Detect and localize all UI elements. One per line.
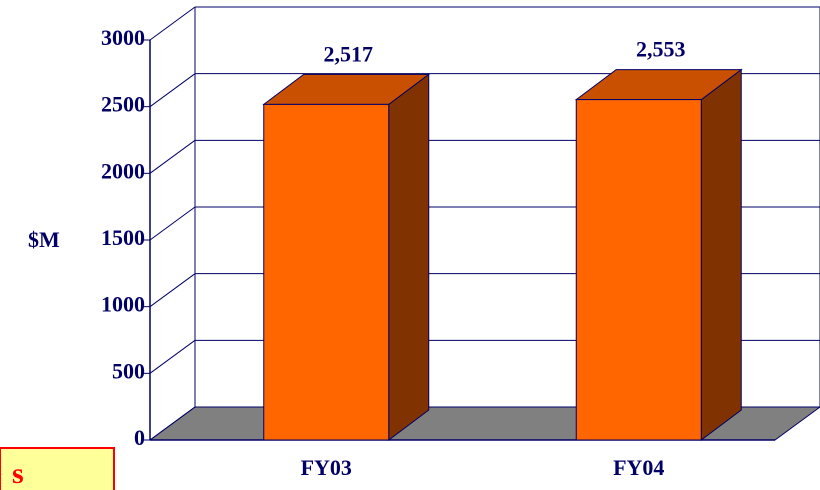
value-label: 2,517 (324, 41, 374, 66)
grid-line-side (149, 73, 196, 108)
grid-line-side (149, 273, 196, 308)
y-tick-label: 500 (112, 358, 145, 383)
y-tick-label: 3000 (101, 25, 145, 50)
y-tick-label: 1000 (101, 292, 145, 317)
x-tick-label: FY03 (301, 455, 352, 480)
grid-line-side (149, 406, 196, 441)
grid-line-side (149, 206, 196, 241)
callout-text: s (12, 457, 24, 490)
value-label: 2,553 (636, 37, 686, 62)
grid-line-side (149, 339, 196, 374)
y-tick-label: 0 (134, 425, 145, 450)
bar (263, 103, 390, 441)
y-tick-label: 2500 (101, 92, 145, 117)
grid-line-side (149, 6, 196, 41)
x-tick-label: FY04 (613, 455, 664, 480)
y-tick-label: 2000 (101, 158, 145, 183)
y-axis-title: $M (28, 227, 60, 252)
bar-side (388, 73, 430, 441)
grid-line-side (149, 139, 196, 174)
bar (575, 99, 702, 441)
bar-side (700, 68, 742, 441)
y-tick-label: 1500 (101, 225, 145, 250)
callout-box (0, 447, 115, 490)
